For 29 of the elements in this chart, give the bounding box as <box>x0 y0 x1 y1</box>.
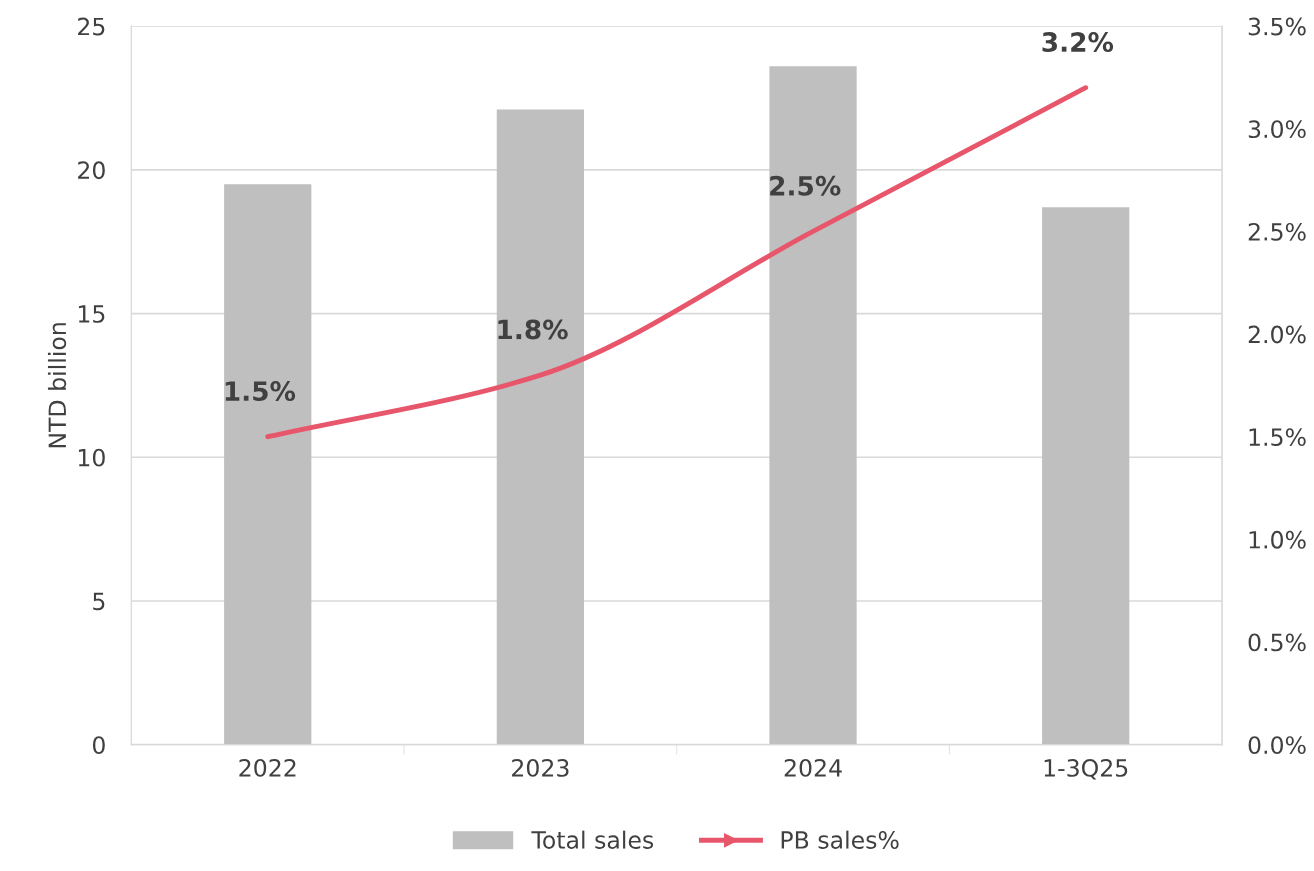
x-tick-label: 2024 <box>784 759 842 777</box>
bar <box>496 109 585 745</box>
y2-tick-label: 0.0% <box>1248 736 1306 755</box>
x-tick-label: 1-3Q25 <box>1044 759 1128 780</box>
y2-tick-label: 0.5% <box>1248 633 1306 652</box>
y2-tick-label: 2.0% <box>1248 325 1306 344</box>
y-tick-label: 10 <box>78 448 105 467</box>
x-tick-label: 2023 <box>512 759 569 777</box>
y2-tick-label: 2.5% <box>1248 222 1306 241</box>
y-tick-label: 15 <box>78 305 105 323</box>
data-label: 1.8% <box>498 319 568 340</box>
data-label: 3.2% <box>1042 32 1114 53</box>
data-label: 1.5% <box>225 381 296 402</box>
y2-tick-label: 3.5% <box>1248 17 1306 36</box>
y-tick-label: 25 <box>78 17 105 36</box>
y-tick-label: 20 <box>78 161 105 180</box>
y2-tick-label: 3.0% <box>1248 120 1306 139</box>
bar <box>224 184 312 745</box>
y-tick-label: 5 <box>93 592 105 611</box>
y2-tick-label: 1.5% <box>1249 428 1306 447</box>
legend-label: PB sales% <box>781 830 899 849</box>
x-tick-label: 2022 <box>239 759 296 777</box>
bar <box>1042 207 1130 745</box>
data-label: 2.5% <box>770 175 841 196</box>
bar <box>769 66 857 745</box>
y-tick-label: 0 <box>92 736 105 755</box>
y2-tick-label: 1.0% <box>1249 530 1306 549</box>
legend-label: Total sales <box>531 830 654 849</box>
y-axis-title: NTD billion <box>47 323 67 448</box>
